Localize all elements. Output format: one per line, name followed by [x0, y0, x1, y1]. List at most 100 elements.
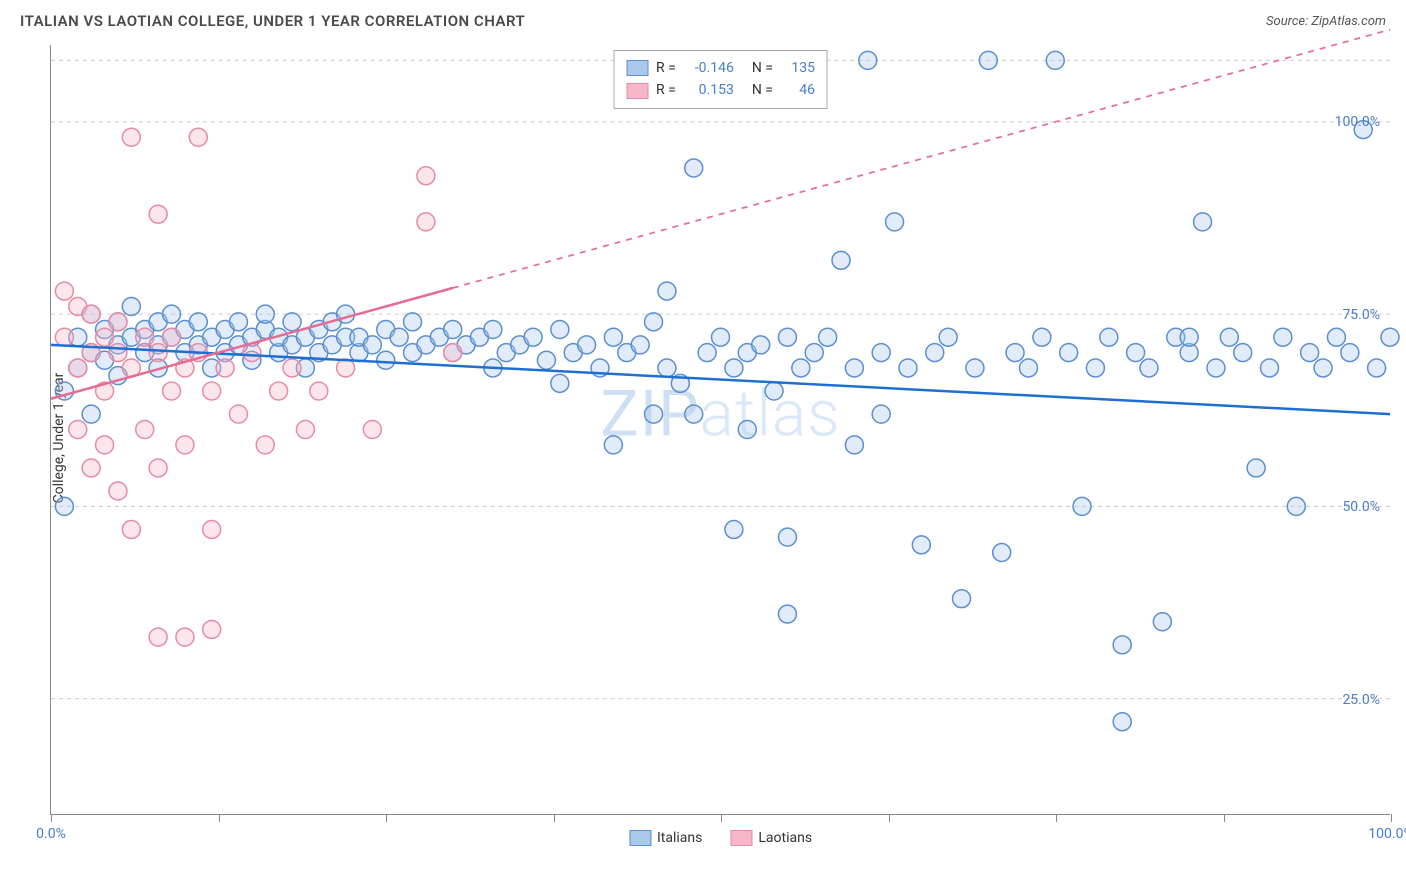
- data-point: [1019, 359, 1037, 377]
- data-point: [283, 359, 301, 377]
- data-point: [109, 313, 127, 331]
- data-point: [176, 628, 194, 646]
- data-point: [1113, 636, 1131, 654]
- chart-plot-area: College, Under 1 year ZIPatlas 25.0%50.0…: [50, 45, 1390, 815]
- data-point: [778, 528, 796, 546]
- x-tick: [554, 814, 555, 822]
- data-point: [363, 336, 381, 354]
- x-tick: [51, 814, 52, 822]
- series-legend-item: Italians: [629, 830, 702, 846]
- data-point: [792, 359, 810, 377]
- x-tick: [1056, 814, 1057, 822]
- data-point: [778, 605, 796, 623]
- data-point: [82, 459, 100, 477]
- legend-n-value: 46: [781, 79, 815, 101]
- data-point: [417, 213, 435, 231]
- data-point: [912, 536, 930, 554]
- data-point: [845, 436, 863, 454]
- x-tick: [219, 814, 220, 822]
- x-tick: [1224, 814, 1225, 822]
- data-point: [658, 359, 676, 377]
- data-point: [229, 405, 247, 423]
- data-point: [1234, 344, 1252, 362]
- data-point: [685, 405, 703, 423]
- data-point: [537, 351, 555, 369]
- data-point: [229, 313, 247, 331]
- y-tick-label: 25.0%: [1342, 692, 1380, 708]
- data-point: [203, 520, 221, 538]
- data-point: [551, 321, 569, 339]
- data-point: [55, 282, 73, 300]
- chart-header: ITALIAN VS LAOTIAN COLLEGE, UNDER 1 YEAR…: [0, 0, 1406, 38]
- data-point: [1274, 328, 1292, 346]
- data-point: [82, 405, 100, 423]
- data-point: [966, 359, 984, 377]
- data-point: [122, 297, 140, 315]
- data-point: [1301, 344, 1319, 362]
- data-point: [296, 421, 314, 439]
- legend-swatch: [629, 830, 651, 846]
- data-point: [1113, 713, 1131, 731]
- data-point: [69, 359, 87, 377]
- data-point: [216, 359, 234, 377]
- x-tick-label: 100.0%: [1368, 826, 1406, 842]
- data-point: [203, 382, 221, 400]
- legend-r-label: R =: [656, 57, 676, 79]
- data-point: [1140, 359, 1158, 377]
- data-point: [1127, 344, 1145, 362]
- legend-n-value: 135: [781, 57, 815, 79]
- data-point: [645, 405, 663, 423]
- data-point: [1220, 328, 1238, 346]
- scatter-svg: [51, 45, 1390, 814]
- data-point: [149, 205, 167, 223]
- data-point: [1247, 459, 1265, 477]
- data-point: [69, 421, 87, 439]
- data-point: [1194, 213, 1212, 231]
- data-point: [939, 328, 957, 346]
- data-point: [685, 159, 703, 177]
- y-tick-label: 50.0%: [1342, 499, 1380, 515]
- data-point: [256, 436, 274, 454]
- data-point: [377, 351, 395, 369]
- data-point: [805, 344, 823, 362]
- data-point: [189, 128, 207, 146]
- legend-swatch: [626, 60, 648, 76]
- data-point: [698, 344, 716, 362]
- data-point: [136, 328, 154, 346]
- data-point: [1180, 328, 1198, 346]
- data-point: [1073, 497, 1091, 515]
- data-point: [778, 328, 796, 346]
- data-point: [1287, 497, 1305, 515]
- data-point: [1207, 359, 1225, 377]
- data-point: [604, 436, 622, 454]
- legend-swatch: [626, 83, 648, 99]
- x-tick: [1391, 814, 1392, 822]
- data-point: [136, 421, 154, 439]
- data-point: [738, 421, 756, 439]
- data-point: [899, 359, 917, 377]
- data-point: [404, 313, 422, 331]
- x-tick: [721, 814, 722, 822]
- data-point: [310, 382, 328, 400]
- data-point: [1381, 328, 1399, 346]
- data-point: [1153, 613, 1171, 631]
- data-point: [189, 313, 207, 331]
- data-point: [109, 344, 127, 362]
- data-point: [604, 328, 622, 346]
- data-point: [752, 336, 770, 354]
- data-point: [109, 482, 127, 500]
- data-point: [859, 51, 877, 69]
- data-point: [444, 344, 462, 362]
- data-point: [484, 321, 502, 339]
- data-point: [1046, 51, 1064, 69]
- data-point: [163, 305, 181, 323]
- data-point: [203, 620, 221, 638]
- data-point: [417, 167, 435, 185]
- y-tick-label: 75.0%: [1342, 307, 1380, 323]
- data-point: [578, 336, 596, 354]
- series-legend: ItaliansLaotians: [629, 830, 812, 846]
- data-point: [163, 382, 181, 400]
- legend-r-value: -0.146: [684, 57, 734, 79]
- data-point: [122, 520, 140, 538]
- data-point: [96, 436, 114, 454]
